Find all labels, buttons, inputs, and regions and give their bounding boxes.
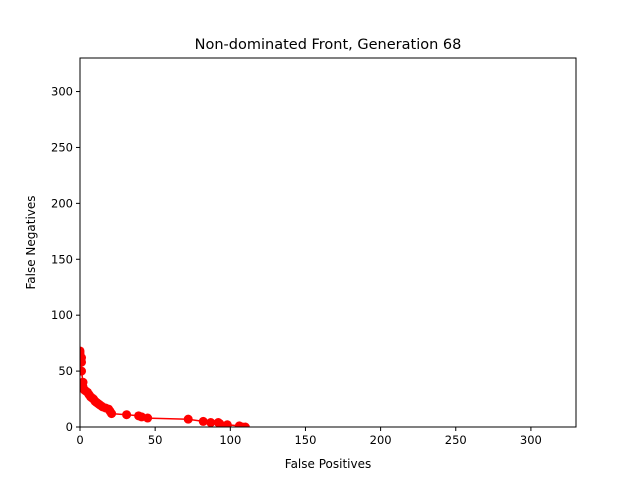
data-point: [122, 410, 132, 420]
x-tick-label: 50: [148, 433, 163, 447]
x-tick-label: 200: [370, 433, 392, 447]
x-tick-label: 300: [520, 433, 542, 447]
y-tick-label: 300: [51, 85, 73, 99]
data-point: [183, 414, 193, 424]
y-tick-label: 200: [51, 196, 73, 210]
chart-title: Non-dominated Front, Generation 68: [195, 37, 462, 53]
data-point: [80, 357, 87, 367]
x-tick-label: 150: [294, 433, 316, 447]
y-tick-label: 100: [51, 308, 73, 322]
plot-area: [80, 346, 250, 427]
data-point: [143, 413, 153, 423]
x-axis-label: False Positives: [285, 457, 371, 471]
y-tick-label: 150: [51, 252, 73, 266]
data-point: [80, 366, 87, 376]
x-tick-label: 250: [445, 433, 467, 447]
y-tick-label: 0: [66, 420, 73, 434]
x-tick-label: 0: [76, 433, 83, 447]
data-point: [215, 419, 225, 427]
y-tick-label: 50: [58, 364, 73, 378]
axis-ticks: 0 50 100 150 200 250 300 0 50 100 150 200 250 300: [51, 85, 542, 447]
data-point: [206, 418, 216, 427]
data-point: [240, 422, 250, 427]
data-point: [222, 420, 232, 427]
data-point: [107, 409, 117, 419]
series-group: [80, 346, 250, 427]
y-tick-label: 250: [51, 140, 73, 154]
data-point: [198, 416, 208, 426]
y-axis-label: False Negatives: [24, 195, 38, 289]
x-tick-label: 100: [219, 433, 241, 447]
plot-frame: [79, 57, 577, 428]
